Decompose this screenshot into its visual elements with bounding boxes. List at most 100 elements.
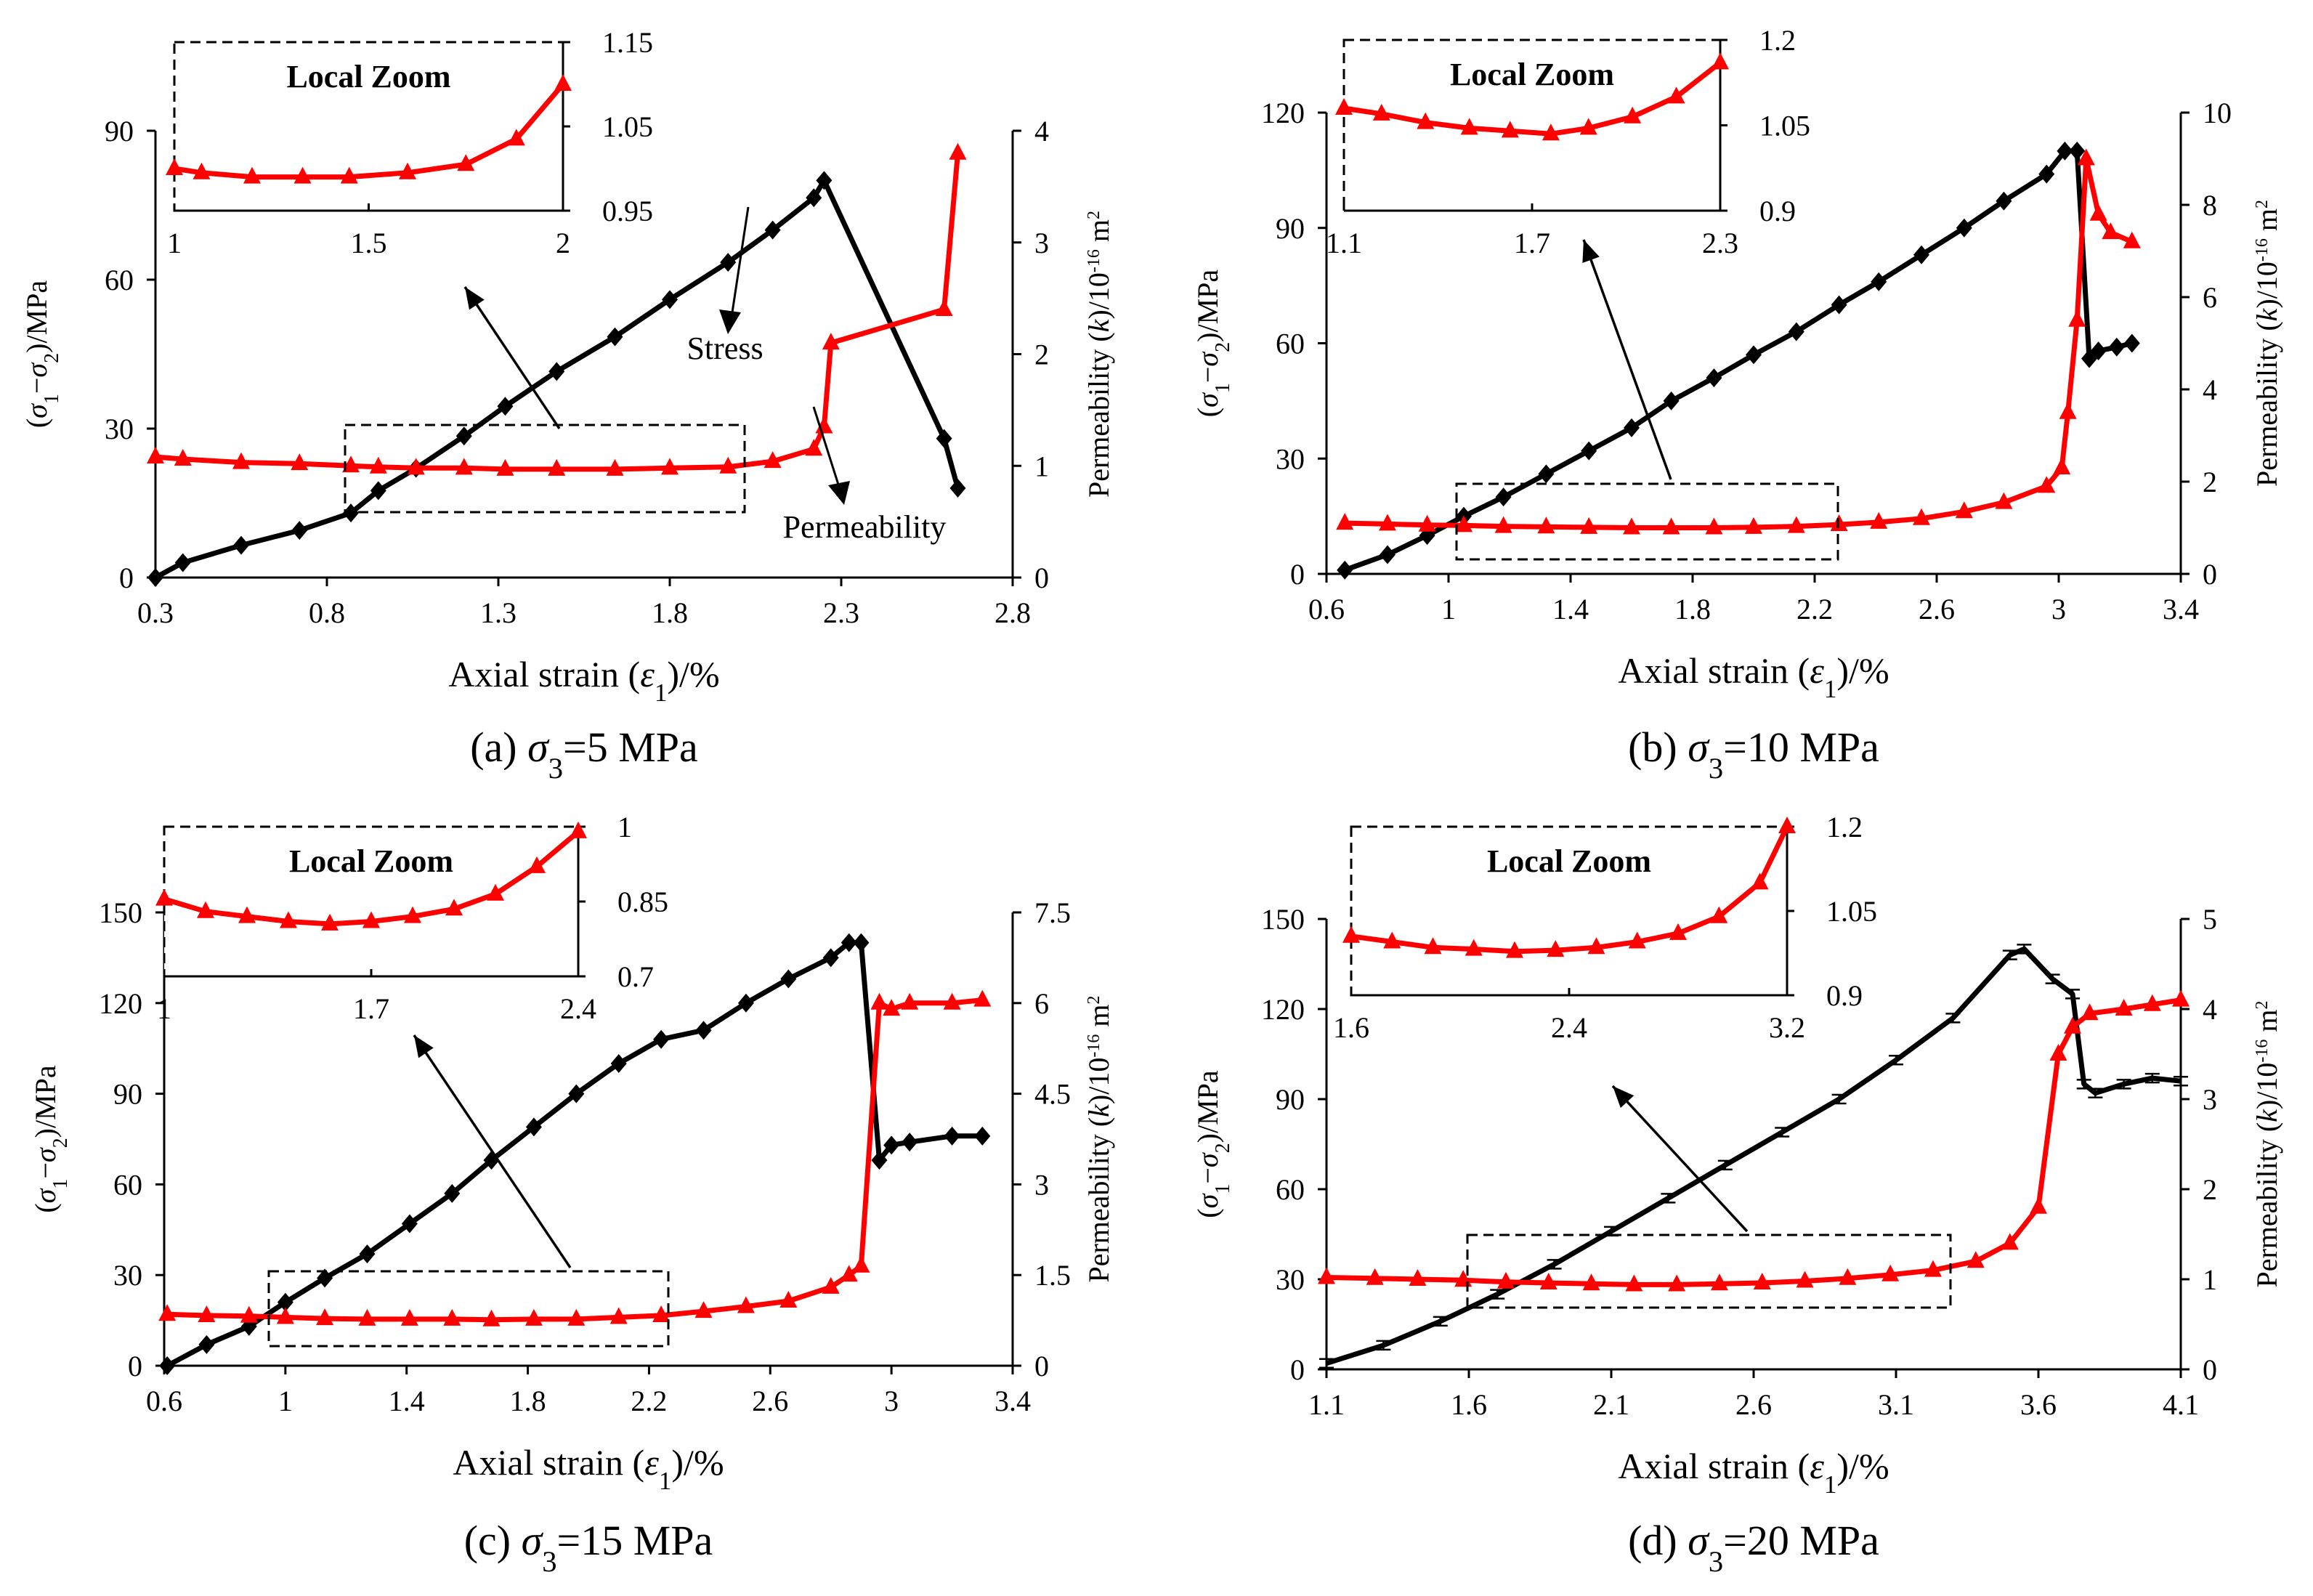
data-point <box>1778 817 1796 833</box>
data-point <box>1539 1272 1557 1289</box>
y-tick-label-left: 90 <box>113 1078 142 1111</box>
stress-arrow-head <box>719 309 741 334</box>
x-tick-label: 2.8 <box>995 596 1031 629</box>
data-point <box>720 253 737 272</box>
data-point <box>233 535 249 555</box>
y-tick-label-left: 150 <box>1261 903 1305 936</box>
data-point <box>1924 1260 1942 1277</box>
y-axis-label-right-part: m <box>1082 1004 1115 1034</box>
y-axis-label-right-part: 2 <box>1085 995 1103 1004</box>
zoom-inset: Local Zoom 1.6 2.4 3.2 0.9 1.05 1.2 <box>1333 811 1877 1044</box>
data-point <box>1831 295 1847 315</box>
y-axis-label-left-part: − <box>20 378 53 394</box>
data-point <box>1496 1271 1515 1289</box>
data-point <box>1337 560 1353 580</box>
data-point <box>276 1307 294 1324</box>
x-tick-label: 2.6 <box>1919 593 1955 625</box>
x-tick-label: 0.3 <box>137 596 174 629</box>
data-point <box>1372 103 1390 121</box>
y-axis-label-right-part: 2 <box>1085 211 1103 219</box>
x-axis-label-part: 1 <box>655 678 668 707</box>
data-point <box>525 1117 542 1137</box>
data-point <box>1889 1055 1903 1066</box>
data-point <box>737 993 754 1013</box>
y-axis-label-right: Permeability (k)/10-16 m2 <box>2251 200 2283 487</box>
y-axis-label-right: Permeability (k)/10-16 m2 <box>2251 1000 2283 1287</box>
x-tick-label: 1.6 <box>1451 1388 1487 1421</box>
data-point <box>1547 940 1565 957</box>
data-point <box>2123 333 2140 353</box>
zoom-arrow-line <box>463 286 561 429</box>
x-tick-label: 1.3 <box>480 596 517 629</box>
x-tick-label: 0.6 <box>1308 593 1345 625</box>
data-point <box>548 362 565 381</box>
data-point <box>1830 514 1848 532</box>
data-point <box>779 1290 798 1308</box>
data-point <box>1710 906 1728 923</box>
data-point <box>2089 203 2107 221</box>
x-tick-label: 3.4 <box>2163 593 2199 625</box>
data-point <box>840 1265 858 1282</box>
y-axis-label-right-part: k <box>2251 1109 2283 1122</box>
data-point <box>1587 937 1605 955</box>
y-tick-label-right: 7.5 <box>1034 896 1071 929</box>
y-axis-label-left-part: 1 <box>1212 383 1234 393</box>
data-point <box>158 1304 177 1321</box>
data-point <box>652 1305 671 1322</box>
zoom-arrow-head <box>414 1035 434 1058</box>
y-axis-label-left: (σ1−σ2)/MPa <box>20 280 63 429</box>
zoom-x-tick-label: 3.2 <box>1769 1011 1805 1044</box>
data-point <box>443 1308 461 1326</box>
zoom-y-tick-label: 0.95 <box>602 195 653 227</box>
y-axis-label-left-part: 1 <box>1212 1184 1234 1194</box>
x-axis-label-part: Axial strain ( <box>453 1442 644 1483</box>
data-point <box>2030 1196 2047 1214</box>
data-point <box>822 948 839 968</box>
data-point <box>1383 931 1401 949</box>
chart-caption-part: σ <box>1688 724 1710 771</box>
data-point <box>2081 1003 2099 1021</box>
data-point <box>610 1054 627 1073</box>
zoom-arrow-head <box>1582 240 1600 263</box>
y-tick-label-right: 0 <box>1034 562 1049 594</box>
data-point <box>2057 141 2073 161</box>
y-axis-label-right-part: k <box>2251 307 2283 321</box>
y-tick-label-right: 2 <box>1034 339 1049 371</box>
data-point <box>1710 1273 1728 1291</box>
data-point <box>737 1296 755 1313</box>
y-axis-label-left-part: σ <box>1191 392 1224 408</box>
y-tick-label-right: 6 <box>1034 987 1049 1020</box>
zoom-arrow-line <box>413 1034 572 1268</box>
chart-caption: (a) σ3=5 MPa <box>470 724 698 785</box>
data-point <box>2174 1075 2188 1087</box>
chart-caption-part: (b) <box>1628 724 1688 771</box>
zoom-y-tick-label: 0.85 <box>617 886 668 918</box>
zoom-region-outline <box>267 1270 670 1348</box>
y-tick-label-right: 10 <box>2203 97 2232 129</box>
data-point <box>871 1151 888 1170</box>
data-point <box>1712 52 1729 70</box>
data-point <box>1839 1268 1857 1285</box>
data-point <box>159 1356 176 1375</box>
data-point <box>2038 164 2055 184</box>
series-permeability <box>1336 148 2141 535</box>
chart-b: 0.6 1 1.4 1.8 2.2 2.6 3 3.403060901200246810Axi… <box>1191 24 2283 785</box>
data-point <box>1661 1193 1676 1204</box>
data-point <box>1996 191 2012 211</box>
y-axis-label-left-part: ( <box>29 1203 62 1212</box>
data-point <box>1547 1259 1562 1270</box>
data-point <box>609 1307 628 1324</box>
chart-caption-part: σ <box>522 1517 544 1564</box>
data-point <box>1966 1251 1985 1268</box>
data-point <box>853 933 870 952</box>
x-tick-label: 2.6 <box>1735 1388 1772 1421</box>
chart-caption-part: 3 <box>542 1545 556 1578</box>
zoom-arrow-line <box>1611 1085 1749 1233</box>
y-axis-label-left-part: )/MPa <box>1191 270 1224 342</box>
zoom-title: Local Zoom <box>286 59 450 94</box>
y-axis-label-left-part: σ <box>1191 352 1224 367</box>
data-point <box>936 429 952 448</box>
series-line <box>1326 997 2182 1287</box>
data-point <box>2068 309 2086 327</box>
